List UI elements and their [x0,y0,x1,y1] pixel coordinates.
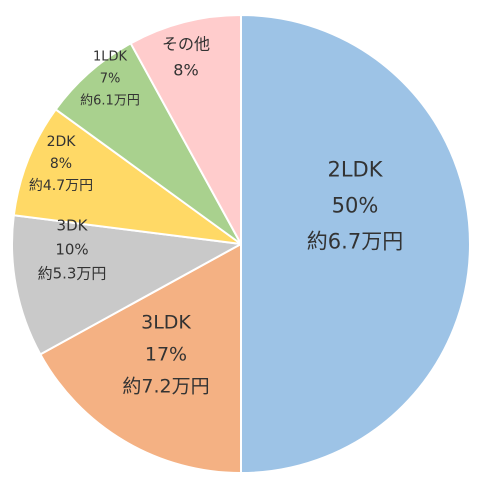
slice-name-0: 2LDK [327,157,383,181]
slice-price-2: 約5.3万円 [38,264,107,282]
slice-percent-1: 17% [145,344,187,366]
pie-slice-2 [11,214,242,356]
pie-slice-1 [39,243,242,474]
pie-slices [11,14,471,474]
slice-price-1: 約7.2万円 [122,376,209,398]
slice-percent-3: 8% [50,156,72,172]
pie-slice-5 [129,14,242,245]
slice-percent-0: 50% [332,193,379,217]
pie-slice-0 [240,14,471,474]
slice-label-2: 3DK 10% 約5.3万円 [38,216,107,282]
slice-label-5: その他 8% [162,35,210,80]
pie-slice-3 [12,108,242,245]
slice-percent-5: 8% [173,61,198,80]
slice-name-3: 2DK [47,134,77,150]
slice-name-5: その他 [162,35,210,54]
slice-label-1: 3LDK 17% 約7.2万円 [122,312,209,398]
slice-name-4: 1LDK [93,50,128,65]
slice-price-4: 約6.1万円 [80,94,140,109]
slice-price-0: 約6.7万円 [307,229,403,253]
slice-label-3: 2DK 8% 約4.7万円 [29,134,93,194]
slice-percent-2: 10% [55,240,88,258]
slice-label-0: 2LDK 50% 約6.7万円 [307,157,403,253]
pie-labels: 2LDK 50% 約6.7万円 3LDK 17% 約7.2万円 3DK 10% 約5.3万円 2D… [29,35,403,398]
slice-price-3: 約4.7万円 [29,178,93,194]
slice-label-4: 1LDK 7% 約6.1万円 [80,50,140,109]
slice-name-2: 3DK [57,216,89,234]
slice-name-1: 3LDK [141,312,191,334]
slice-percent-4: 7% [100,72,121,87]
